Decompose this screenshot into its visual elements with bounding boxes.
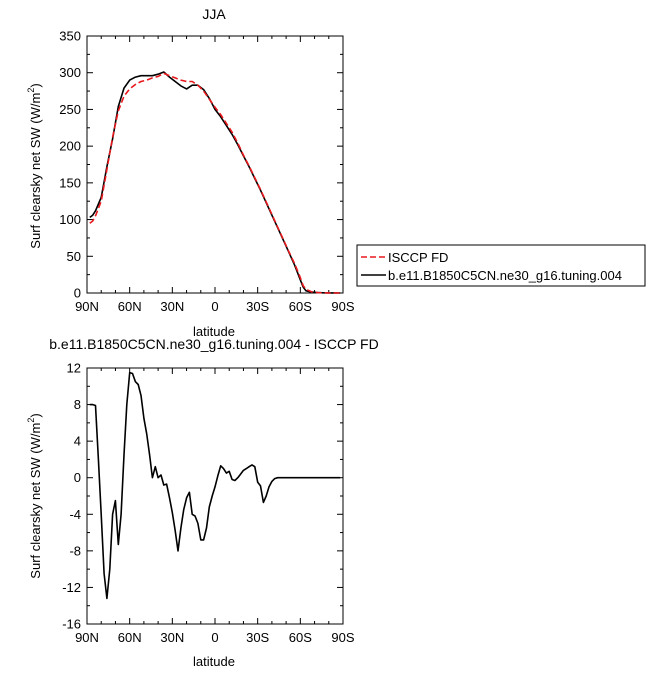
plot-frame [86, 35, 344, 294]
top-chart-plot: 90N 60N 30N 0 30S 60S 90S 0 50 100 150 200 250 300 350 [59, 29, 355, 315]
top-y-label-end: ) [28, 83, 43, 87]
x-tick-label: 60S [289, 299, 312, 314]
x-tick-label: 30N [160, 630, 184, 645]
legend-box [356, 244, 646, 287]
y-tick-label: -16 [62, 617, 81, 632]
difference-line [89, 371, 341, 600]
y-tick-label: -4 [69, 507, 81, 522]
y-tick-label: 8 [74, 397, 81, 412]
bottom-chart-title: b.e11.B1850C5CN.ne30_g16.tuning.004 - IS… [49, 336, 378, 352]
series-line-isccp-fd [89, 72, 341, 294]
bottom-y-label-end: ) [28, 413, 43, 417]
top-chart-title: JJA [202, 6, 226, 22]
bottom-chart-x-axis-label: latitude [193, 654, 235, 669]
y-tick-label: 4 [74, 434, 81, 449]
bottom-y-label-sup: 2 [26, 418, 36, 423]
y-tick-label: 250 [59, 102, 81, 117]
bottom-chart-plot: 90N 60N 30N 0 30S 60S 90S -16 -12 -8 -4 0 4 8 12 [62, 361, 355, 646]
series-line-b-e11-b1850c5cn-ne30-g16-tuning-004 [89, 71, 341, 294]
top-chart-x-axis-label: latitude [193, 324, 235, 339]
x-tick-label: 90S [331, 630, 354, 645]
top-y-label-main: Surf clearsky net SW (W/m [28, 93, 43, 249]
y-tick-label: 350 [59, 29, 81, 44]
y-tick-label: 0 [74, 470, 81, 485]
x-tick-label: 30N [160, 299, 184, 314]
x-tick-label: 90N [75, 299, 99, 314]
chart-legend: ISCCP FD b.e11.B1850C5CN.ne30_g16.tuning… [356, 244, 646, 287]
y-tick-label: 200 [59, 139, 81, 154]
x-tick-label: 60S [289, 630, 312, 645]
bottom-chart-y-axis-label: Surf clearsky net SW (W/m2) [26, 413, 43, 578]
x-tick-label: 30S [246, 630, 269, 645]
x-tick-label: 90S [331, 299, 354, 314]
plot-frame [86, 367, 344, 625]
x-tick-label: 60N [118, 630, 142, 645]
y-tick-label: 0 [74, 286, 81, 301]
y-tick-label: -12 [62, 580, 81, 595]
x-tick-label: 90N [75, 630, 99, 645]
y-tick-label: -8 [69, 543, 81, 558]
top-y-label-sup: 2 [26, 88, 36, 93]
bottom-y-label-main: Surf clearsky net SW (W/m [28, 423, 43, 579]
x-tick-label: 60N [118, 299, 142, 314]
y-tick-label: 12 [67, 361, 81, 376]
legend-label-isccp: ISCCP FD [388, 250, 448, 265]
y-tick-label: 50 [67, 249, 81, 264]
y-tick-label: 150 [59, 175, 81, 190]
x-tick-label: 0 [211, 299, 218, 314]
x-tick-label: 0 [211, 630, 218, 645]
x-tick-label: 30S [246, 299, 269, 314]
y-tick-label: 100 [59, 212, 81, 227]
y-tick-label: 300 [59, 65, 81, 80]
legend-label-model: b.e11.B1850C5CN.ne30_g16.tuning.004 [388, 268, 622, 283]
top-chart-y-axis-label: Surf clearsky net SW (W/m2) [26, 83, 43, 248]
